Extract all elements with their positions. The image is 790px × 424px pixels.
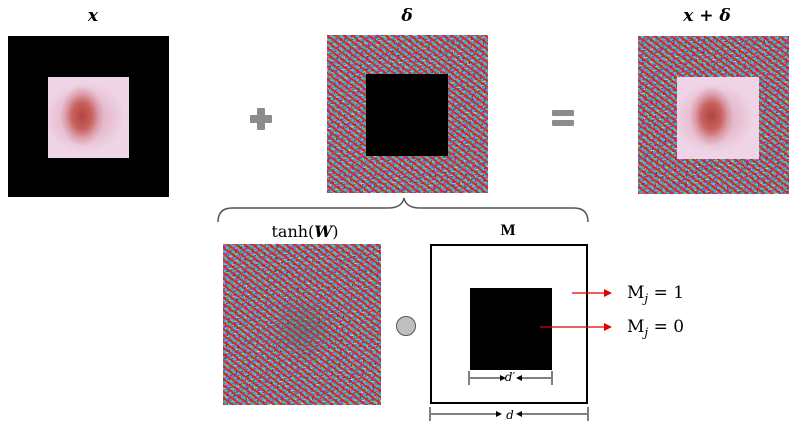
tanh-prefix: tanh( <box>271 222 315 241</box>
mj-one-base: M <box>627 283 645 303</box>
label-mj-zero: Mj = 0 <box>627 317 684 339</box>
mj-zero-base: M <box>627 317 645 337</box>
curly-brace <box>217 197 589 223</box>
tanh-center-texture <box>268 294 338 364</box>
image-tanh-w <box>223 244 381 405</box>
mj-zero-value: = 0 <box>653 317 685 337</box>
mj-zero-sub: j <box>644 325 649 340</box>
delta-center-black <box>366 74 448 156</box>
mj-one-value: = 1 <box>653 283 685 303</box>
d-dimension <box>429 407 589 421</box>
label-d-prime: d′ <box>504 370 516 384</box>
hadamard-circle-icon <box>396 316 416 336</box>
tanh-var: W <box>314 222 333 241</box>
lesion-image <box>48 77 129 158</box>
label-mask: M <box>500 222 516 239</box>
image-x <box>8 36 169 197</box>
mask-arrows <box>540 289 612 331</box>
tanh-suffix: ) <box>332 222 339 241</box>
label-x: x <box>87 6 99 26</box>
label-x-plus-delta: x + δ <box>683 6 731 26</box>
label-mj-one: Mj = 1 <box>627 283 684 305</box>
equals-icon <box>552 109 574 127</box>
image-x-plus-delta <box>638 36 789 194</box>
image-delta <box>327 35 488 193</box>
label-d: d <box>506 408 514 422</box>
mask-m <box>430 244 588 404</box>
plus-icon <box>250 108 272 130</box>
mask-center-black <box>470 288 552 370</box>
d-prime-dimension <box>468 371 553 385</box>
label-tanh-w: tanh(W) <box>240 222 370 241</box>
lesion-image-perturbed <box>677 77 759 159</box>
mj-one-sub: j <box>644 291 649 306</box>
label-delta: δ <box>401 6 413 26</box>
